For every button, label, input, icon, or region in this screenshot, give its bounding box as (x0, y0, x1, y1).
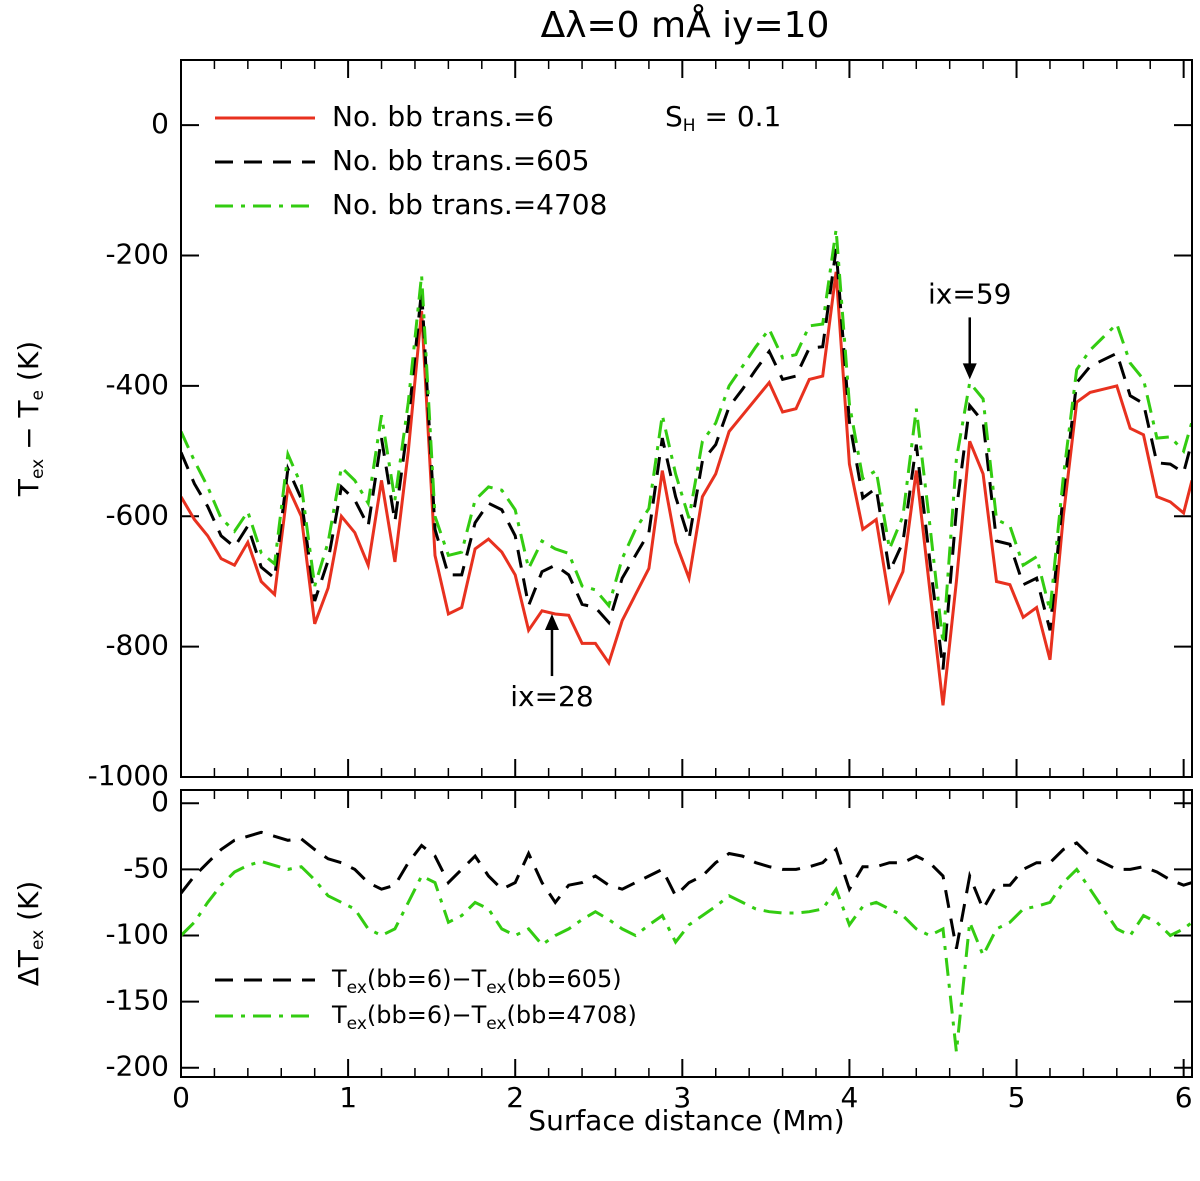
arrow-head (962, 363, 977, 380)
series-line (181, 248, 1192, 670)
legend-label-part: ex (347, 1014, 367, 1034)
x-tick-label: 0 (172, 1081, 190, 1114)
legend-label-part: No. bb trans.=605 (332, 144, 590, 177)
legend-label-part: No. bb trans.=4708 (332, 188, 607, 221)
legend-label: Tex(bb=6)−Tex(bb=605) (331, 965, 622, 998)
series-line (181, 859, 1192, 1053)
y-tick-label: -400 (105, 368, 169, 401)
note-part: H (683, 116, 696, 136)
legend-label: No. bb trans.=6 (332, 100, 554, 133)
y-tick-label: 0 (151, 785, 169, 818)
y-axis-label: ΔTex (K) (12, 881, 48, 987)
y-axis-label-part: (K) (12, 881, 45, 930)
x-tick-label: 6 (1175, 1081, 1193, 1114)
series-line (181, 830, 1192, 949)
x-tick-label: 4 (841, 1081, 859, 1114)
annotation-label: ix=28 (510, 680, 593, 713)
legend-label-part: (bb=605) (506, 965, 621, 993)
legend-label-part: (bb=4708) (506, 1001, 636, 1029)
note-part: S (665, 100, 683, 133)
x-tick-label: 5 (1008, 1081, 1026, 1114)
legend-label: No. bb trans.=605 (332, 144, 590, 177)
legend-label-part: (bb=6)−T (367, 965, 487, 993)
arrow-head (544, 614, 559, 631)
y-axis-label-part: T (12, 478, 45, 497)
y-tick-label: -200 (105, 1050, 169, 1083)
legend-label-part: T (331, 965, 347, 993)
legend-label-part: ex (486, 978, 506, 998)
x-tick-label: 1 (339, 1081, 357, 1114)
series-line (181, 229, 1192, 644)
series-line (181, 271, 1192, 706)
plot-frame (180, 59, 1193, 778)
legend-label-part: (bb=6)−T (367, 1001, 487, 1029)
y-tick-label: -200 (105, 238, 169, 271)
legend-label: No. bb trans.=4708 (332, 188, 607, 221)
y-tick-label: -150 (105, 984, 169, 1017)
chart-title: Δλ=0 mÅ iy=10 (541, 3, 830, 46)
y-axis-label-part: (K) (12, 341, 45, 390)
legend-label-part: No. bb trans.=6 (332, 100, 554, 133)
y-tick-label: -600 (105, 498, 169, 531)
x-tick-label: 2 (506, 1081, 524, 1114)
y-axis-label-part: e (28, 390, 48, 400)
y-axis-label-part: ex (28, 930, 48, 950)
note: SH = 0.1 (665, 100, 781, 136)
legend-label: Tex(bb=6)−Tex(bb=4708) (331, 1001, 637, 1034)
annotation-label: ix=59 (928, 277, 1011, 310)
legend-label-part: ex (347, 978, 367, 998)
y-tick-label: -50 (123, 851, 169, 884)
y-tick-label: -800 (105, 629, 169, 662)
x-tick-label: 3 (673, 1081, 691, 1114)
y-axis-label-part: − T (12, 400, 45, 459)
legend-label-part: ex (486, 1014, 506, 1034)
x-axis-label: Surface distance (Mm) (528, 1104, 844, 1137)
y-tick-label: -100 (105, 917, 169, 950)
plot-frame (180, 789, 1193, 1078)
y-tick-label: -1000 (88, 759, 169, 792)
y-axis-label-part: ΔT (12, 949, 45, 986)
legend-label-part: T (331, 1001, 347, 1029)
y-axis-label-part: ex (28, 459, 48, 479)
y-axis-label: Tex − Te (K) (12, 341, 48, 497)
y-tick-label: 0 (151, 107, 169, 140)
note-part: = 0.1 (696, 100, 782, 133)
